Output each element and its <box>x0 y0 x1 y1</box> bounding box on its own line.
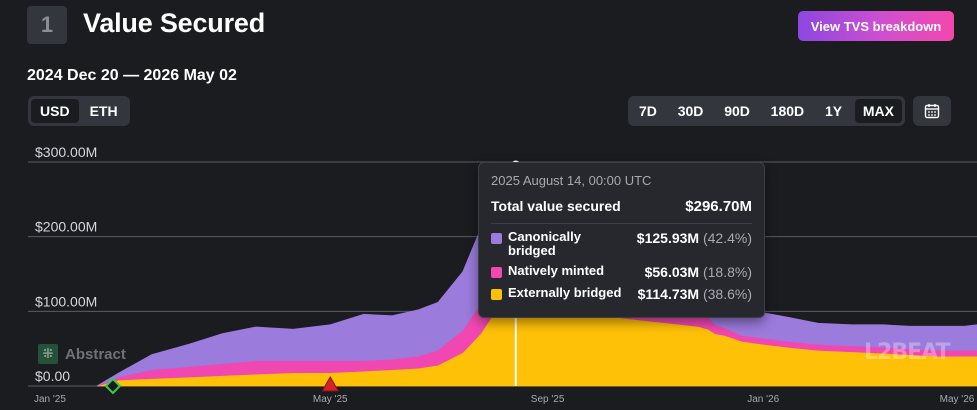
l2beat-watermark: L2BEAT <box>864 340 950 365</box>
tooltip-row-canonically-bridged: Canonically bridged $125.93M (42.4%) <box>491 230 752 258</box>
section-number-badge: 1 <box>27 6 67 44</box>
y-tick-label: $300.00M <box>35 144 97 160</box>
tooltip-row-label: Externally bridged <box>508 285 622 300</box>
tooltip-row-percent: (38.6%) <box>702 286 752 302</box>
x-tick-label: May '25 <box>313 394 348 405</box>
tooltip-row-externally-bridged: Externally bridged $114.73M (38.6%) <box>491 286 752 302</box>
range-30d-button[interactable]: 30D <box>677 103 704 119</box>
chart-tooltip: 2025 August 14, 00:00 UTC Total value se… <box>478 162 765 318</box>
y-tick-label: $100.00M <box>35 293 97 309</box>
tooltip-total-value: $296.70M <box>685 198 752 215</box>
abstract-logo-icon: ⁜ <box>38 344 58 364</box>
range-7d-button[interactable]: 7D <box>639 103 657 119</box>
currency-usd-button[interactable]: USD <box>31 99 79 123</box>
event-marker-triangle <box>321 375 340 392</box>
tooltip-row-value: $114.73M <box>637 286 700 302</box>
tooltip-total-row: Total value secured $296.70M <box>491 198 752 215</box>
x-tick-label: Jan '26 <box>747 394 779 405</box>
tooltip-date: 2025 August 14, 00:00 UTC <box>491 173 652 188</box>
y-tick-label: $200.00M <box>35 219 97 235</box>
section-title: Value Secured <box>83 8 265 38</box>
canonically-bridged-swatch <box>491 233 502 244</box>
tooltip-row-value: $56.03M <box>644 264 700 280</box>
range-max-button[interactable]: MAX <box>854 99 902 123</box>
y-tick-label: $0.00 <box>35 368 70 384</box>
externally-bridged-swatch <box>491 289 502 300</box>
calendar-button[interactable] <box>913 96 951 126</box>
tooltip-row-label: Canonically bridged <box>508 229 581 258</box>
tooltip-total-label: Total value secured <box>491 198 621 214</box>
range-1y-button[interactable]: 1Y <box>824 103 843 119</box>
range-90d-button[interactable]: 90D <box>724 103 750 119</box>
natively-minted-swatch <box>491 267 502 278</box>
tooltip-row-natively-minted: Natively minted $56.03M (18.8%) <box>491 264 752 280</box>
x-tick-label: Sep '25 <box>531 394 565 405</box>
tooltip-row-value: $125.93M <box>636 230 700 246</box>
view-tvs-breakdown-button[interactable]: View TVS breakdown <box>798 11 954 41</box>
time-range-toggle: 7D 30D 90D 180D 1Y MAX <box>628 96 905 126</box>
tooltip-row-percent: (18.8%) <box>702 264 752 280</box>
tooltip-row-label: Natively minted <box>508 263 605 278</box>
tooltip-row-percent: (42.4%) <box>702 230 752 246</box>
x-tick-label: May '26 <box>940 394 975 405</box>
calendar-icon <box>924 104 940 119</box>
range-180d-button[interactable]: 180D <box>770 103 805 119</box>
x-tick-label: Jan '25 <box>34 394 66 405</box>
date-range-label: 2024 Dec 20 — 2026 May 02 <box>27 67 237 84</box>
currency-eth-button[interactable]: ETH <box>89 103 118 119</box>
project-logo: ⁜ Abstract <box>38 344 126 364</box>
tooltip-divider <box>491 223 752 224</box>
currency-toggle: USD ETH <box>28 96 130 126</box>
project-logo-text: Abstract <box>65 345 126 363</box>
series-area-canonically-bridged <box>96 164 977 387</box>
event-marker-diamond <box>104 377 122 395</box>
